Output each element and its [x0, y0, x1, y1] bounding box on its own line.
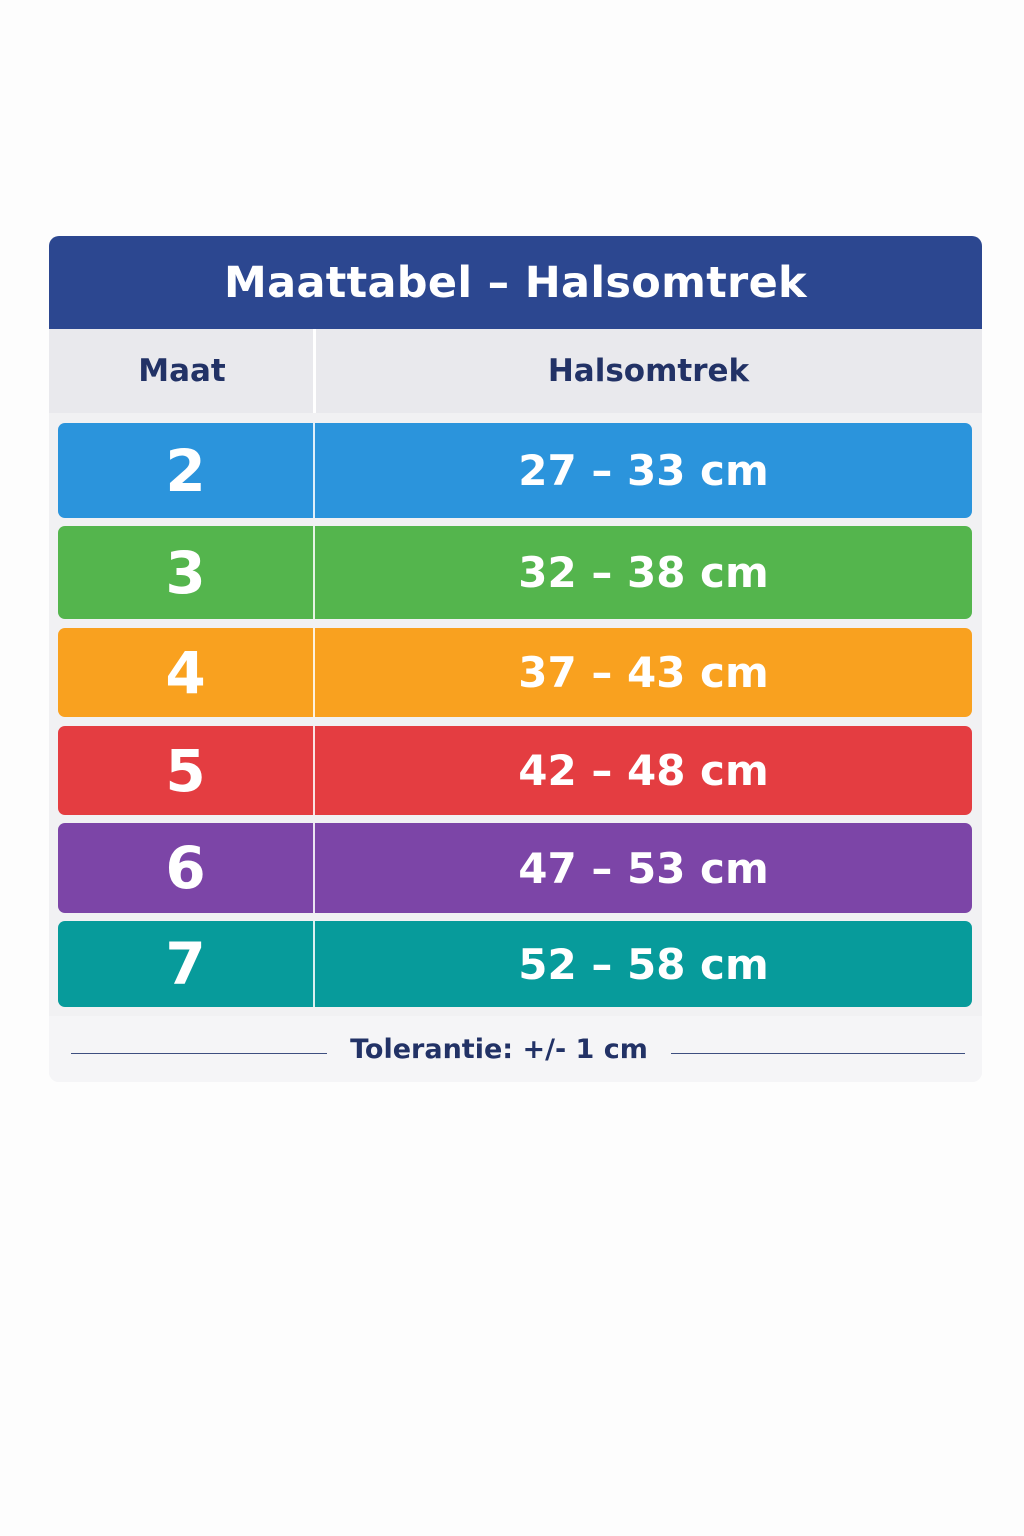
size-cell: 3 [165, 538, 206, 607]
size-cell: 7 [165, 930, 206, 998]
table-row: 2 27 – 33 cm [58, 423, 972, 518]
table-row: 7 52 – 58 cm [58, 921, 972, 1007]
table-row: 4 37 – 43 cm [58, 628, 972, 717]
row-divider [313, 526, 315, 619]
footer-rule-right [671, 1053, 965, 1054]
row-divider [313, 423, 315, 518]
neck-range-cell: 27 – 33 cm [518, 446, 769, 495]
footer-rule-left [71, 1053, 327, 1054]
neck-range-cell: 32 – 38 cm [518, 548, 769, 597]
size-cell: 5 [165, 736, 206, 805]
size-cell: 2 [165, 436, 206, 505]
table-header-row: Maat Halsomtrek [49, 329, 982, 413]
neck-range-cell: 47 – 53 cm [518, 843, 769, 893]
tolerance-footer: Tolerantie: +/- 1 cm [49, 1016, 982, 1082]
table-row: 6 47 – 53 cm [58, 823, 972, 913]
neck-range-cell: 37 – 43 cm [518, 648, 769, 697]
row-divider [313, 726, 315, 815]
header-neck: Halsomtrek [547, 353, 750, 389]
row-divider [313, 823, 315, 913]
header-divider [313, 329, 316, 413]
size-cell: 6 [165, 834, 206, 902]
tolerance-note: Tolerantie: +/- 1 cm [350, 1033, 648, 1065]
row-divider [313, 921, 315, 1007]
neck-range-cell: 42 – 48 cm [518, 746, 769, 795]
header-size: Maat [138, 353, 226, 389]
neck-range-cell: 52 – 58 cm [518, 939, 769, 989]
size-cell: 4 [165, 638, 206, 707]
chart-title: Maattabel – Halsomtrek [49, 236, 982, 329]
row-divider [313, 628, 315, 717]
table-row: 3 32 – 38 cm [58, 526, 972, 619]
table-row: 5 42 – 48 cm [58, 726, 972, 815]
size-chart-card: Maattabel – Halsomtrek Maat Halsomtrek 2… [49, 236, 982, 1082]
